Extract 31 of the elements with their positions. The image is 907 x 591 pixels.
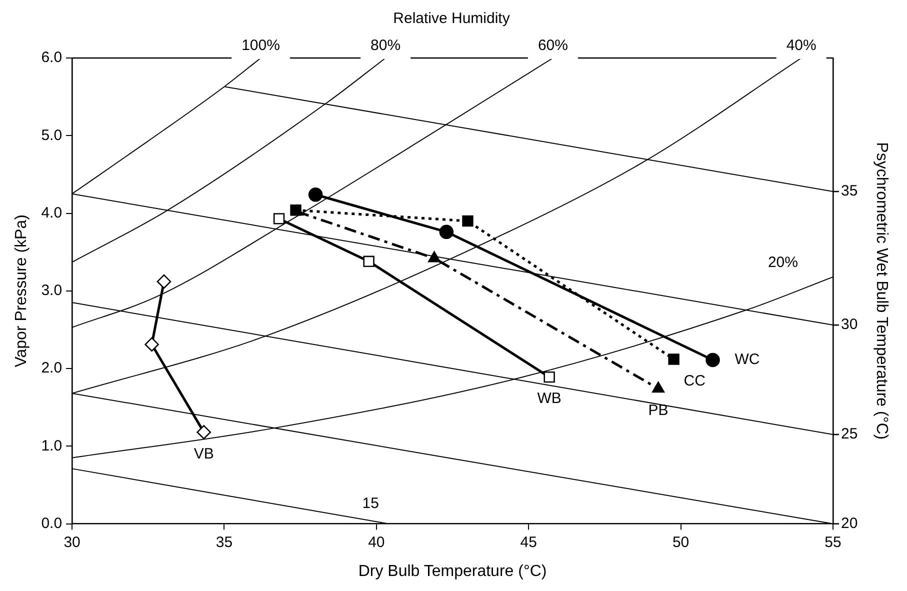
x-tick-label: 40 (368, 534, 385, 551)
y-tick-label: 3.0 (41, 282, 62, 300)
series-label: 20 (841, 514, 858, 532)
x-axis-title: Dry Bulb Temperature (°C) (358, 562, 547, 580)
y2-axis-title: Psychrometric Wet Bulb Temperature (°C) (872, 142, 890, 440)
y-axis-title: Vapor Pressure (kPa) (13, 214, 30, 368)
legend-label: 25 (841, 426, 858, 443)
legend-label: 30 (841, 316, 858, 334)
y-tick-label: 2.0 (41, 360, 62, 377)
y-tick-label: 5.0 (41, 126, 62, 144)
series-label: WC (734, 351, 760, 368)
series-label: 20% (768, 254, 798, 272)
series-label: 60% (538, 37, 568, 54)
x-tick-label: 30 (64, 534, 80, 551)
series-label: CC (684, 372, 706, 390)
series-label: 100% (242, 37, 280, 54)
chart-title: Relative Humidity (393, 10, 510, 28)
series-label: VB (194, 445, 214, 462)
y-tick-label: 0.0 (41, 514, 62, 532)
series-label: 40% (786, 37, 816, 54)
y-tick-label: 6.0 (41, 49, 62, 66)
y-tick-label: 4.0 (41, 204, 62, 222)
x-tick-label: 55 (824, 534, 842, 551)
x-tick-label: 50 (672, 534, 690, 551)
legend-label: 35 (841, 182, 858, 200)
y-tick-label: 1.0 (41, 437, 62, 454)
x-tick-label: 45 (520, 534, 537, 551)
x-tick-label: 35 (216, 534, 233, 551)
series-label: 15 (362, 494, 379, 512)
series-label: 80% (370, 37, 401, 54)
series-label: WB (537, 390, 562, 408)
